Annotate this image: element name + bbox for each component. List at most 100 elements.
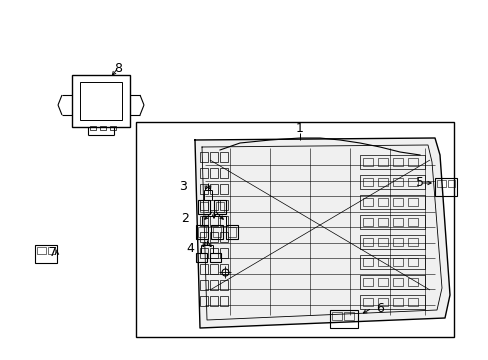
Bar <box>220 232 227 242</box>
Bar <box>209 168 218 178</box>
Bar <box>220 168 227 178</box>
Bar <box>377 178 387 186</box>
Bar <box>362 298 372 306</box>
Bar <box>220 264 227 274</box>
Bar <box>407 258 417 266</box>
Bar <box>48 247 55 254</box>
Bar <box>359 295 424 309</box>
Text: 3: 3 <box>179 180 186 193</box>
Bar <box>80 82 122 120</box>
Bar <box>434 178 456 196</box>
Bar <box>209 232 218 242</box>
Polygon shape <box>195 138 449 328</box>
Bar <box>362 278 372 286</box>
Bar <box>377 198 387 206</box>
Bar <box>200 280 207 290</box>
Bar <box>209 216 218 226</box>
Bar <box>196 225 207 239</box>
Bar <box>359 195 424 209</box>
Bar <box>200 184 207 194</box>
Bar <box>37 247 46 254</box>
Bar <box>220 200 227 210</box>
Bar <box>377 238 387 246</box>
Bar <box>209 280 218 290</box>
Bar <box>200 296 207 306</box>
Bar <box>72 75 130 127</box>
Bar <box>220 184 227 194</box>
Bar <box>200 152 207 162</box>
Text: 8: 8 <box>114 62 122 75</box>
Bar <box>436 180 445 187</box>
Bar <box>136 122 453 337</box>
Bar <box>407 198 417 206</box>
Bar <box>198 200 209 214</box>
Bar <box>362 238 372 246</box>
Bar <box>447 180 454 187</box>
Bar <box>220 248 227 258</box>
Bar <box>209 253 221 262</box>
Text: 5: 5 <box>415 176 423 189</box>
Bar <box>216 202 224 212</box>
Bar <box>200 202 207 212</box>
Bar <box>110 126 116 130</box>
Bar <box>392 278 402 286</box>
Bar <box>392 258 402 266</box>
Bar <box>392 198 402 206</box>
Bar <box>392 238 402 246</box>
Bar <box>377 278 387 286</box>
Bar <box>213 227 221 237</box>
Bar <box>196 253 206 262</box>
Bar <box>407 218 417 226</box>
Bar <box>359 275 424 289</box>
Text: 1: 1 <box>295 122 304 135</box>
Bar <box>200 248 207 258</box>
Bar <box>362 158 372 166</box>
Bar <box>220 152 227 162</box>
Bar <box>220 296 227 306</box>
Bar <box>377 258 387 266</box>
Text: 2: 2 <box>181 211 188 225</box>
Bar <box>359 255 424 269</box>
Bar <box>200 168 207 178</box>
Bar <box>377 218 387 226</box>
Bar <box>359 215 424 229</box>
Bar <box>209 152 218 162</box>
Bar <box>200 232 207 242</box>
Bar <box>209 184 218 194</box>
Bar <box>220 216 227 226</box>
Bar <box>331 312 341 320</box>
Bar <box>209 296 218 306</box>
Bar <box>362 218 372 226</box>
Bar <box>377 298 387 306</box>
Bar <box>359 175 424 189</box>
Bar <box>343 312 353 320</box>
Bar <box>220 280 227 290</box>
Bar <box>362 178 372 186</box>
Bar <box>407 238 417 246</box>
Bar <box>209 264 218 274</box>
Bar <box>329 310 357 328</box>
Bar <box>359 235 424 249</box>
Bar <box>90 126 96 130</box>
Bar <box>392 218 402 226</box>
Bar <box>100 126 106 130</box>
Bar <box>200 216 207 226</box>
Bar <box>35 245 57 263</box>
Bar <box>392 178 402 186</box>
Bar <box>209 248 218 258</box>
Bar <box>214 200 225 214</box>
Text: 6: 6 <box>375 302 383 315</box>
Bar <box>200 264 207 274</box>
Bar <box>209 200 218 210</box>
Bar <box>392 158 402 166</box>
Bar <box>362 198 372 206</box>
Bar <box>227 227 236 237</box>
Bar <box>392 298 402 306</box>
Bar <box>407 178 417 186</box>
Bar <box>359 155 424 169</box>
Text: 4: 4 <box>185 242 194 255</box>
Bar <box>407 278 417 286</box>
Bar <box>377 158 387 166</box>
Bar <box>407 298 417 306</box>
Bar <box>210 225 223 239</box>
